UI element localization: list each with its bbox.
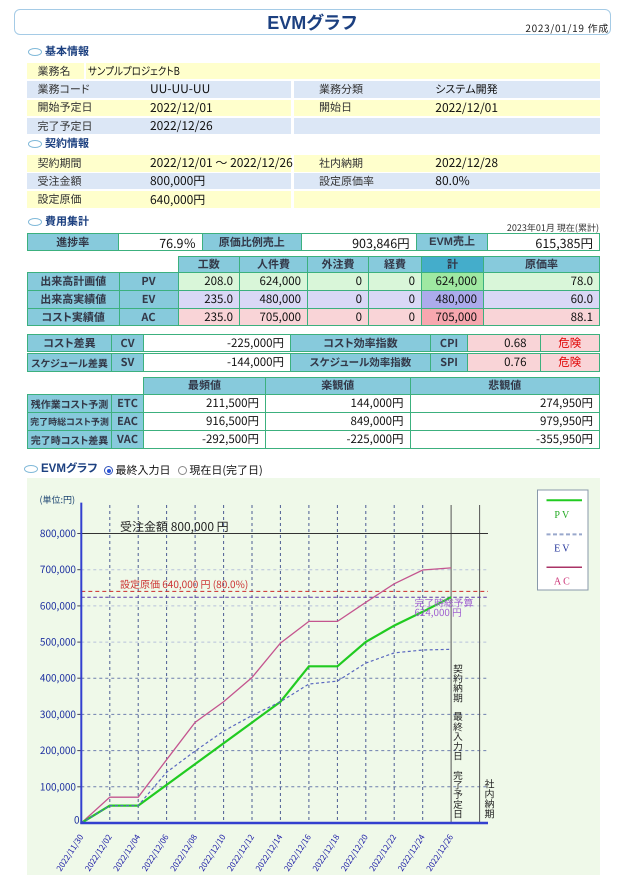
svg-text:800,000: 800,000 [40,525,77,540]
svg-text:2022/12/06: 2022/12/06 [139,832,171,874]
svg-text:AC: AC [554,577,572,588]
svg-text:2022/12/08: 2022/12/08 [168,832,200,874]
svg-text:200,000: 200,000 [40,742,77,757]
svg-text:契約納期 最終入力日 完了予定日: 契約納期 最終入力日 完了予定日 [451,663,465,819]
svg-text:500,000: 500,000 [40,634,77,649]
svg-text:設定原価 640,000 円 (80.0%): 設定原価 640,000 円 (80.0%) [120,576,248,591]
svg-text:624,000 円: 624,000 円 [415,605,462,619]
svg-text:(単位:円): (単位:円) [40,493,76,506]
svg-text:PV: PV [554,510,571,521]
svg-text:400,000: 400,000 [40,670,77,685]
svg-text:700,000: 700,000 [40,561,77,576]
svg-text:0: 0 [74,812,80,827]
svg-text:EV: EV [554,544,571,555]
svg-text:2022/12/22: 2022/12/22 [367,832,399,874]
svg-text:2022/12/16: 2022/12/16 [282,832,314,874]
svg-text:2022/11/30: 2022/11/30 [54,832,86,874]
svg-text:2022/12/14: 2022/12/14 [253,832,285,874]
svg-text:完了時総予算: 完了時総予算 [415,596,474,610]
svg-text:100,000: 100,000 [40,778,77,793]
svg-text:2022/12/26: 2022/12/26 [424,832,456,874]
svg-text:300,000: 300,000 [40,706,77,721]
svg-text:社内納期: 社内納期 [482,778,497,819]
svg-text:受注金額 800,000 円: 受注金額 800,000 円 [120,518,229,535]
svg-text:600,000: 600,000 [40,597,77,612]
